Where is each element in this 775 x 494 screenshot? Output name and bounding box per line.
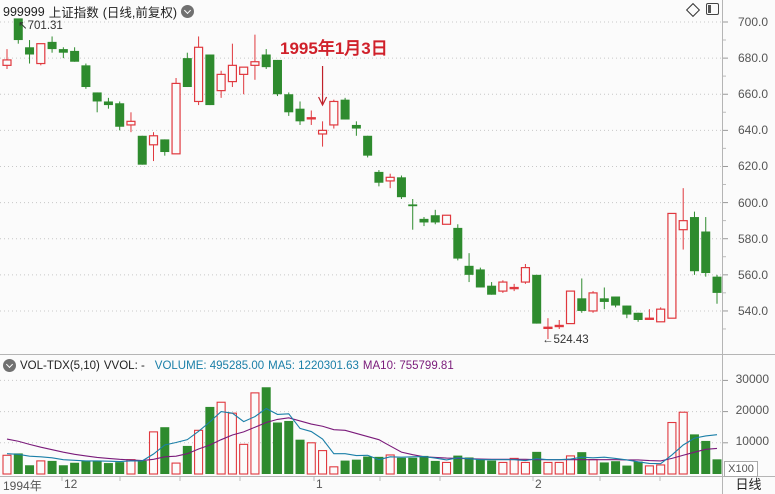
- x-axis-label: 1994年: [3, 479, 42, 493]
- chart-title: 999999 上证指数 (日线,前复权): [3, 2, 195, 21]
- chevron-down-circle-icon[interactable]: [181, 5, 195, 18]
- stock-name: 上证指数: [48, 6, 99, 20]
- ma10-value: MA10: 755799.81: [362, 359, 454, 372]
- panel-toggle-icon[interactable]: [706, 3, 719, 15]
- price-axis-label: 580.0: [738, 231, 769, 246]
- volume-axis-label: 20000: [735, 403, 769, 417]
- vvol-value: VVOL: -: [103, 359, 145, 372]
- x-axis-label: 2: [535, 477, 542, 491]
- low-price-value: 524.43: [553, 334, 589, 346]
- volume-axis-label: 10000: [735, 434, 769, 448]
- period-button[interactable]: 日线: [735, 477, 762, 492]
- selected-date-annotation: 1995年1月3日: [280, 39, 388, 58]
- volume-unit-label: X100: [724, 461, 758, 477]
- high-arrow-icon: ↖: [18, 20, 28, 32]
- volume-legend: VOL-TDX(5,10) VVOL: - VOLUME: 495285.00 …: [3, 359, 454, 372]
- high-price-value: 701.31: [27, 20, 63, 32]
- chevron-down-circle-icon[interactable]: [3, 359, 16, 372]
- price-axis-label: 620.0: [738, 159, 769, 174]
- price-axis-label: 680.0: [738, 51, 769, 66]
- price-axis-label: 640.0: [738, 123, 769, 138]
- stock-code: 999999: [3, 4, 45, 19]
- panel-divider: [0, 354, 775, 355]
- volume-value: VOLUME: 495285.00: [154, 359, 265, 372]
- x-axis-label: 12: [64, 477, 78, 491]
- indicator-name: VOL-TDX(5,10): [20, 359, 100, 372]
- volume-axis-label: 30000: [735, 372, 769, 386]
- price-axis-label: 600.0: [738, 195, 769, 210]
- price-axis-label: 700.0: [738, 15, 769, 29]
- price-axis-divider: [722, 0, 723, 494]
- low-price-annotation: ←524.43: [542, 334, 589, 346]
- high-price-annotation: ↖701.31: [18, 18, 63, 32]
- top-right-tools: [685, 2, 719, 17]
- price-axis-label: 660.0: [738, 87, 769, 102]
- ma5-value: MA5: 1220301.63: [268, 359, 359, 372]
- chart-mode: (日线,前复权): [102, 6, 178, 20]
- price-axis-label: 560.0: [738, 267, 769, 282]
- x-axis-divider: [0, 476, 775, 477]
- low-arrow-icon: ←: [542, 334, 554, 346]
- x-axis-label: 1: [316, 477, 323, 491]
- price-axis-label: 540.0: [738, 303, 769, 318]
